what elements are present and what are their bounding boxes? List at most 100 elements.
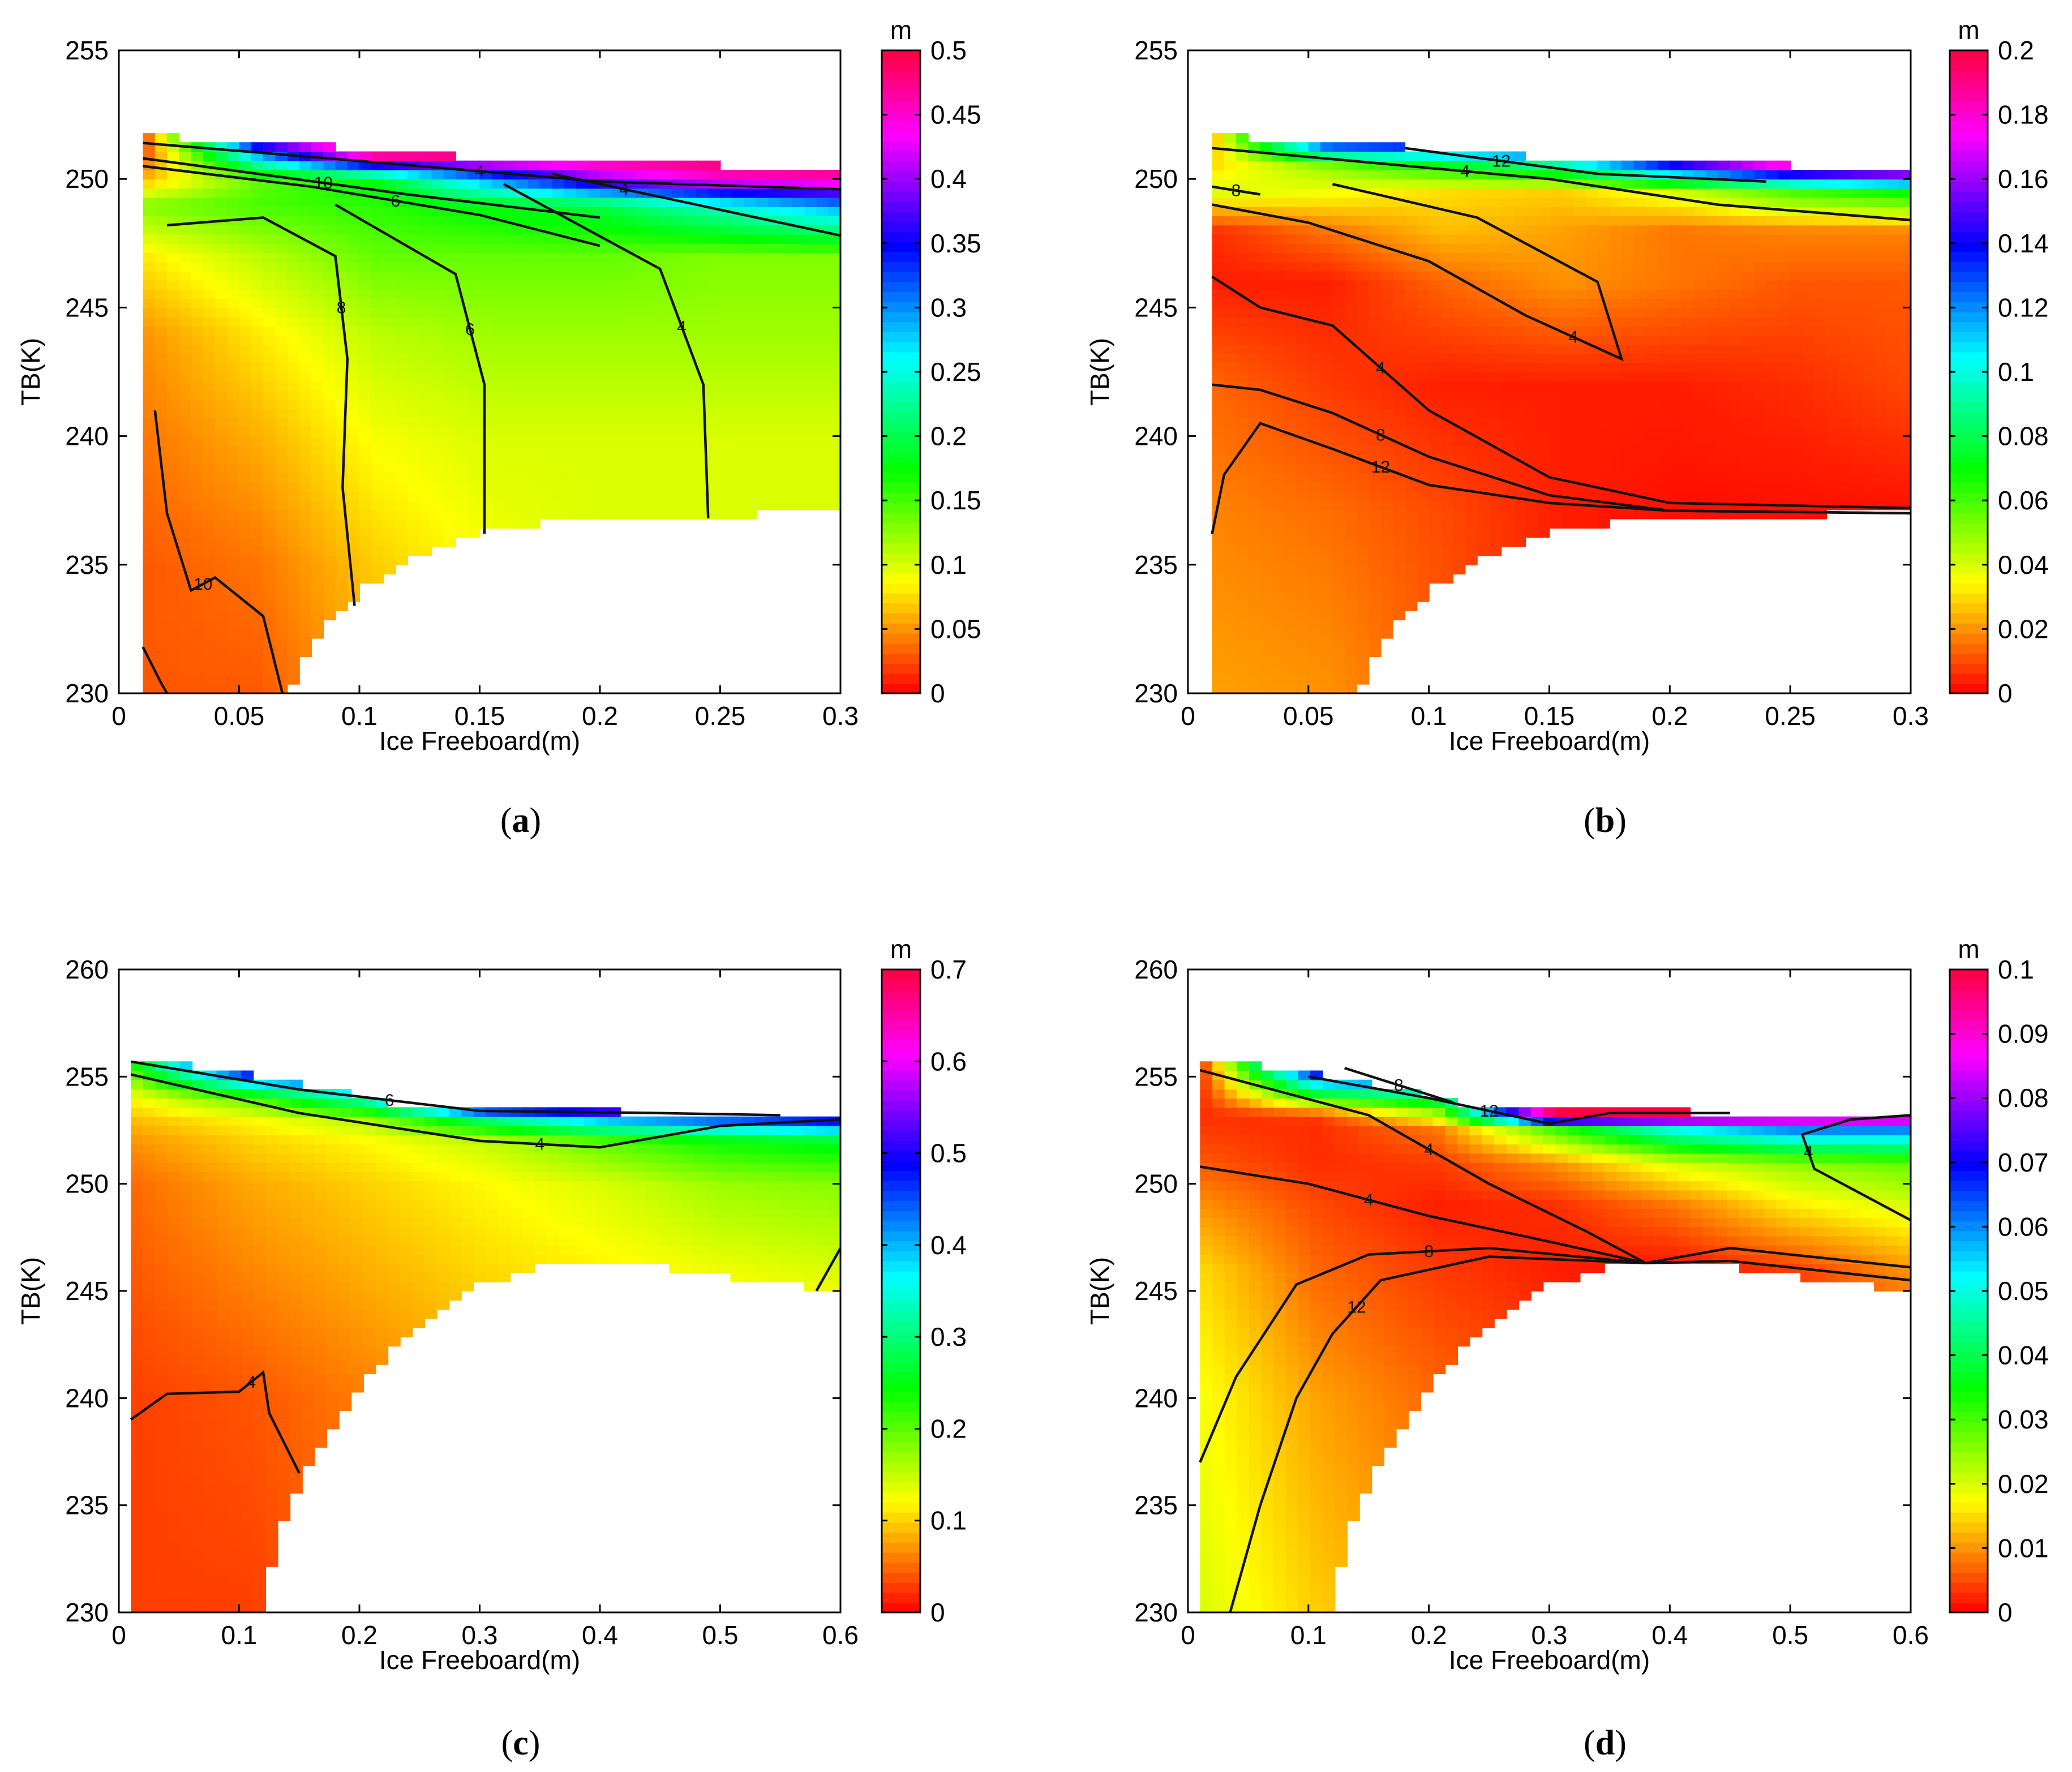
heatmap-cell: [1212, 564, 1225, 574]
heatmap-cell: [1224, 362, 1237, 372]
heatmap-cell: [263, 445, 276, 455]
heatmap-cell: [299, 500, 312, 510]
heatmap-cell: [1718, 473, 1731, 483]
heatmap-cell: [1525, 335, 1538, 345]
heatmap-cell: [612, 482, 625, 492]
heatmap-cell: [1357, 170, 1370, 180]
heatmap-cell: [1272, 436, 1285, 446]
heatmap-cell: [1573, 518, 1586, 529]
heatmap-cell: [1670, 234, 1683, 244]
heatmap-cell: [263, 555, 276, 565]
heatmap-cell: [527, 335, 540, 345]
heatmap-cell: [1477, 518, 1490, 529]
heatmap-cell: [1308, 564, 1322, 574]
heatmap-cell: [431, 188, 444, 198]
heatmap-cell: [1380, 307, 1393, 317]
heatmap-cell: [672, 473, 685, 483]
heatmap-cell: [684, 261, 697, 272]
heatmap-cell: [1585, 362, 1598, 372]
heatmap-cell: [191, 592, 204, 602]
heatmap-cell: [263, 206, 276, 217]
heatmap-cell: [1645, 234, 1659, 244]
heatmap-cell: [732, 197, 745, 207]
heatmap-cell: [1561, 316, 1575, 327]
heatmap-cell: [600, 225, 613, 235]
heatmap-cell: [504, 464, 517, 474]
heatmap-cell: [155, 170, 168, 180]
heatmap-cell: [1296, 362, 1309, 372]
heatmap-cell: [1693, 289, 1707, 299]
heatmap-cell: [155, 399, 168, 409]
heatmap-cell: [287, 160, 300, 170]
heatmap-cell: [191, 206, 204, 217]
heatmap-cell: [672, 243, 685, 253]
heatmap-cell: [684, 206, 697, 217]
heatmap-cell: [696, 206, 709, 217]
heatmap-cell: [1513, 197, 1526, 207]
heatmap-cell: [1260, 427, 1273, 437]
heatmap-cell: [287, 464, 300, 474]
heatmap-cell: [792, 206, 805, 217]
heatmap-cell: [1597, 436, 1610, 446]
heatmap-cell: [215, 307, 228, 317]
heatmap-cell: [1320, 500, 1333, 510]
heatmap-cell: [143, 362, 156, 372]
heatmap-cell: [1465, 454, 1478, 465]
heatmap-cell: [768, 464, 781, 474]
heatmap-cell: [407, 170, 421, 180]
heatmap-cell: [1706, 298, 1719, 308]
heatmap-cell: [359, 555, 372, 565]
heatmap-cell: [816, 344, 829, 354]
heatmap-cell: [1693, 179, 1707, 189]
heatmap-cell: [311, 408, 324, 419]
heatmap-cell: [1525, 445, 1538, 455]
heatmap-cell: [816, 188, 829, 198]
heatmap-cell: [1585, 316, 1598, 327]
heatmap-cell: [1224, 500, 1237, 510]
heatmap-cell: [1730, 344, 1743, 354]
heatmap-cell: [1742, 353, 1755, 363]
heatmap-cell: [1549, 289, 1562, 299]
heatmap-cell: [1658, 160, 1671, 170]
heatmap-cell: [1501, 325, 1514, 336]
heatmap-cell: [1621, 289, 1635, 299]
heatmap-cell: [191, 647, 204, 658]
heatmap-cell: [1260, 464, 1273, 474]
heatmap-cell: [1440, 436, 1454, 446]
heatmap-cell: [1440, 362, 1454, 372]
heatmap-cell: [1718, 280, 1731, 290]
heatmap-cell: [491, 390, 504, 400]
heatmap-cell: [576, 261, 589, 272]
heatmap-cell: [587, 160, 601, 170]
heatmap-cell: [1296, 657, 1309, 667]
heatmap-cell: [1633, 362, 1646, 372]
heatmap-cell: [1417, 574, 1430, 584]
heatmap-cell: [552, 436, 565, 446]
heatmap-cell: [155, 638, 168, 648]
heatmap-cell: [299, 473, 312, 483]
heatmap-cell: [732, 216, 745, 226]
heatmap-cell: [203, 473, 216, 483]
heatmap-cell: [1260, 610, 1273, 621]
heatmap-cell: [275, 583, 288, 593]
heatmap-cell: [768, 188, 781, 198]
heatmap-cell: [1248, 170, 1261, 180]
heatmap-cell: [335, 537, 348, 547]
heatmap-cell: [1212, 620, 1225, 630]
heatmap-cell: [203, 316, 216, 327]
heatmap-cell: [191, 436, 204, 446]
heatmap-cell: [780, 436, 793, 446]
heatmap-cell: [1693, 234, 1707, 244]
heatmap-cell: [407, 390, 421, 400]
heatmap-cell: [828, 335, 842, 345]
heatmap-cell: [179, 684, 192, 694]
heatmap-cell: [1501, 362, 1514, 372]
heatmap-cell: [539, 491, 553, 501]
heatmap-cell: [1693, 353, 1707, 363]
heatmap-cell: [1357, 445, 1370, 455]
heatmap-cell: [1284, 418, 1297, 428]
heatmap-cell: [359, 390, 372, 400]
heatmap-cell: [1453, 197, 1466, 207]
colorbar-swatch: [882, 181, 920, 192]
heatmap-cell: [287, 564, 300, 574]
